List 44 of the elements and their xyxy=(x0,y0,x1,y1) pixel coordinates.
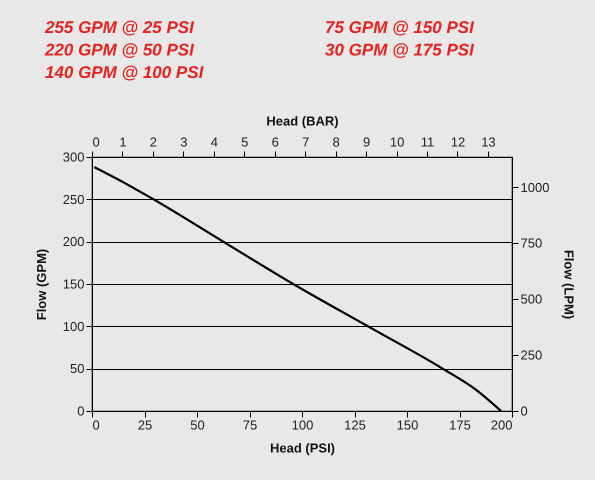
y2-tick-label: 750 xyxy=(520,236,542,251)
y-tick-label: 100 xyxy=(62,318,84,334)
y2-axis-title: Flow (LPM) xyxy=(561,250,576,320)
y2-tick-label: 1000 xyxy=(520,180,550,195)
x-tick-label: 100 xyxy=(292,418,314,432)
x-tick-label: 25 xyxy=(138,418,152,432)
x-tick-label: 0 xyxy=(92,418,100,432)
x-axis-title: Head (PSI) xyxy=(270,440,336,456)
y-tick-label: 0 xyxy=(77,404,84,418)
text: 255 GPM @ 25 PSI xyxy=(44,18,196,37)
x-tick-label: 150 xyxy=(396,418,418,432)
y2-tick-label: 250 xyxy=(520,348,542,363)
x2-tick-label: 4 xyxy=(210,134,218,150)
y-tick-label: 300 xyxy=(62,150,84,164)
x2-tick-label: 6 xyxy=(272,134,279,150)
x2-tick-label: 5 xyxy=(241,134,248,150)
x-tick-label: 175 xyxy=(449,418,471,432)
x2-axis-title: Head (BAR) xyxy=(266,114,339,128)
x2-tick-label: 2 xyxy=(150,134,158,150)
y2-tick-label: 500 xyxy=(520,292,542,307)
text: 140 GPM @ 100 PSI xyxy=(45,63,205,82)
text: 220 GPM @ 50 PSI xyxy=(44,40,196,60)
x2-tick-label: 8 xyxy=(332,134,340,150)
y-tick-label: 250 xyxy=(62,192,84,207)
x-tick-label: 50 xyxy=(190,418,205,432)
text: 30 GPM @ 175 PSI xyxy=(325,40,476,60)
y-tick-label: 50 xyxy=(70,361,84,376)
x2-tick-label: 0 xyxy=(92,134,100,150)
x2-tick-label: 13 xyxy=(481,134,496,150)
x2-tick-label: 11 xyxy=(420,134,434,150)
x-tick-label: 200 xyxy=(490,418,512,432)
x-tick-label: 75 xyxy=(242,418,258,432)
x2-tick-label: 10 xyxy=(390,134,404,150)
x2-tick-label: 7 xyxy=(302,134,310,150)
y-axis-title: Flow (GPM) xyxy=(34,248,49,320)
x2-tick-label: 9 xyxy=(362,134,370,150)
x-tick-label: 125 xyxy=(344,418,366,432)
y-tick-label: 200 xyxy=(62,234,84,250)
x2-tick-label: 1 xyxy=(119,134,127,150)
x2-tick-label: 12 xyxy=(450,134,466,150)
x2-tick-label: 3 xyxy=(180,134,188,150)
y-tick-label: 150 xyxy=(62,276,84,292)
y2-tick-label: 0 xyxy=(520,404,528,418)
text: 75 GPM @ 150 PSI xyxy=(325,18,476,37)
